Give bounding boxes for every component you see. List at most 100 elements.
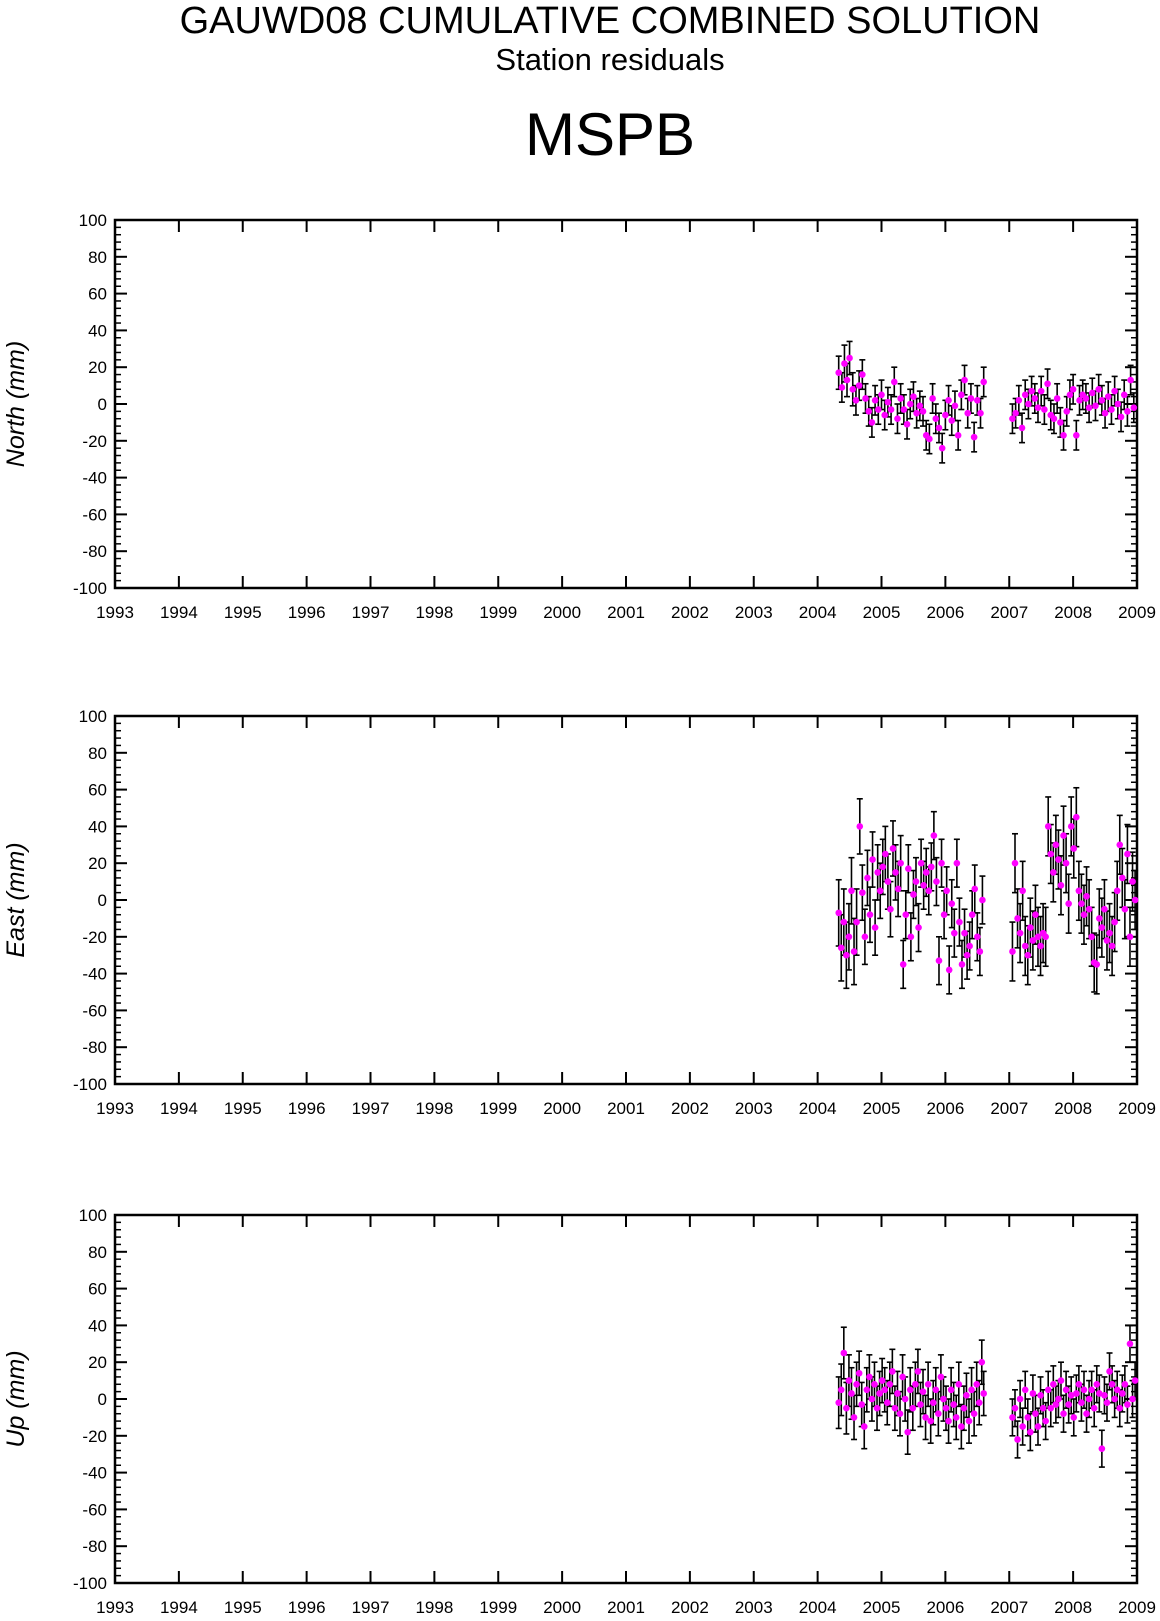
data-point [1108,406,1115,413]
x-tick-label: 1993 [96,603,134,622]
data-point [1080,911,1088,919]
x-tick-label: 1993 [96,1099,134,1118]
x-tick-label: 1998 [415,1598,453,1617]
data-point [843,951,850,959]
x-tick-label: 2000 [543,603,581,622]
data-point [1103,937,1111,944]
y-tick-label: 80 [88,248,107,267]
data-point [1101,1392,1108,1399]
data-point [917,1401,924,1408]
data-point [1016,929,1024,937]
data-point [1009,1414,1016,1421]
x-tick-label: 2006 [926,1598,964,1617]
data-point [1070,845,1078,852]
data-point [928,863,935,871]
y-tick-label: -60 [82,505,107,524]
data-point [897,859,904,867]
data-point [974,933,981,941]
data-point [929,395,936,402]
data-point [889,845,897,852]
data-point [1075,887,1083,895]
data-point [848,1390,855,1397]
y-tick-label: 80 [88,1243,107,1262]
data-point [1116,841,1124,849]
data-point [1060,431,1067,439]
data-point [866,1373,873,1381]
x-tick-label: 2007 [990,1099,1028,1118]
data-point [956,918,963,926]
data-point [901,1395,909,1403]
data-point [1021,1386,1029,1394]
y-tick-label: 0 [98,891,107,910]
y-tick-label: 20 [88,358,107,377]
data-point [1129,878,1136,885]
data-point [853,1380,860,1388]
data-point [906,400,914,408]
data-point [940,911,948,919]
data-point [850,948,858,955]
data-series [835,1324,1139,1468]
data-point [964,409,972,417]
data-point [1047,850,1055,858]
y-tick-label: 60 [88,781,107,800]
data-point [967,395,975,402]
data-point [1044,823,1052,830]
y-tick-label: 80 [88,744,107,763]
data-point [920,881,927,889]
x-tick-label: 1997 [352,603,390,622]
data-point [1025,400,1032,408]
x-tick-label: 2002 [671,1099,709,1118]
data-point [868,1395,876,1403]
data-point [1031,395,1039,402]
x-tick-label: 1995 [224,1598,262,1617]
data-point [951,402,959,410]
y-tick-label: 0 [98,1390,107,1409]
data-point [1116,1404,1124,1412]
data-point [1037,387,1045,395]
data-point [850,1414,858,1421]
data-point [945,966,953,974]
data-point [1060,1410,1067,1418]
data-point [970,1410,978,1418]
data-point [968,911,976,919]
data-point [865,408,873,415]
data-point [1011,859,1019,867]
data-point [1111,1395,1118,1403]
panel-0: 1993 1994 1995 1996 1997 1998 1999 2000 2001 2002… [2,211,1156,622]
data-point [933,878,940,885]
data-point [958,1423,965,1430]
data-point [1088,389,1096,397]
data-point [958,961,966,968]
x-tick-label: 1994 [160,603,198,622]
y-axis-label: Up (mm) [2,1350,30,1447]
data-point [874,869,881,876]
data-point [1085,404,1093,411]
x-tick-label: 1994 [160,1598,198,1617]
data-point [1101,905,1108,913]
data-point [910,393,917,400]
data-point [838,384,846,391]
data-point [913,409,920,417]
data-point [1067,823,1075,830]
x-tick-label: 2008 [1054,603,1092,622]
x-tick-label: 2000 [543,1099,581,1118]
y-axis-label: North (mm) [2,341,30,467]
data-point [868,419,876,426]
data-point [1052,841,1060,849]
data-point [1016,1395,1024,1403]
data-point [929,1399,937,1406]
data-point [1088,1386,1095,1394]
data-point [855,1369,863,1377]
data-point [926,435,933,443]
data-point [942,411,949,419]
data-point [837,1386,845,1394]
data-point [980,378,987,386]
data-point [1029,1390,1037,1397]
x-tick-label: 2001 [607,603,645,622]
data-point [909,1404,917,1412]
data-point [1044,1386,1052,1394]
data-point [843,376,851,384]
y-axis-label: East (mm) [2,842,30,957]
x-tick-label: 2008 [1054,1099,1092,1118]
data-point [882,850,889,858]
